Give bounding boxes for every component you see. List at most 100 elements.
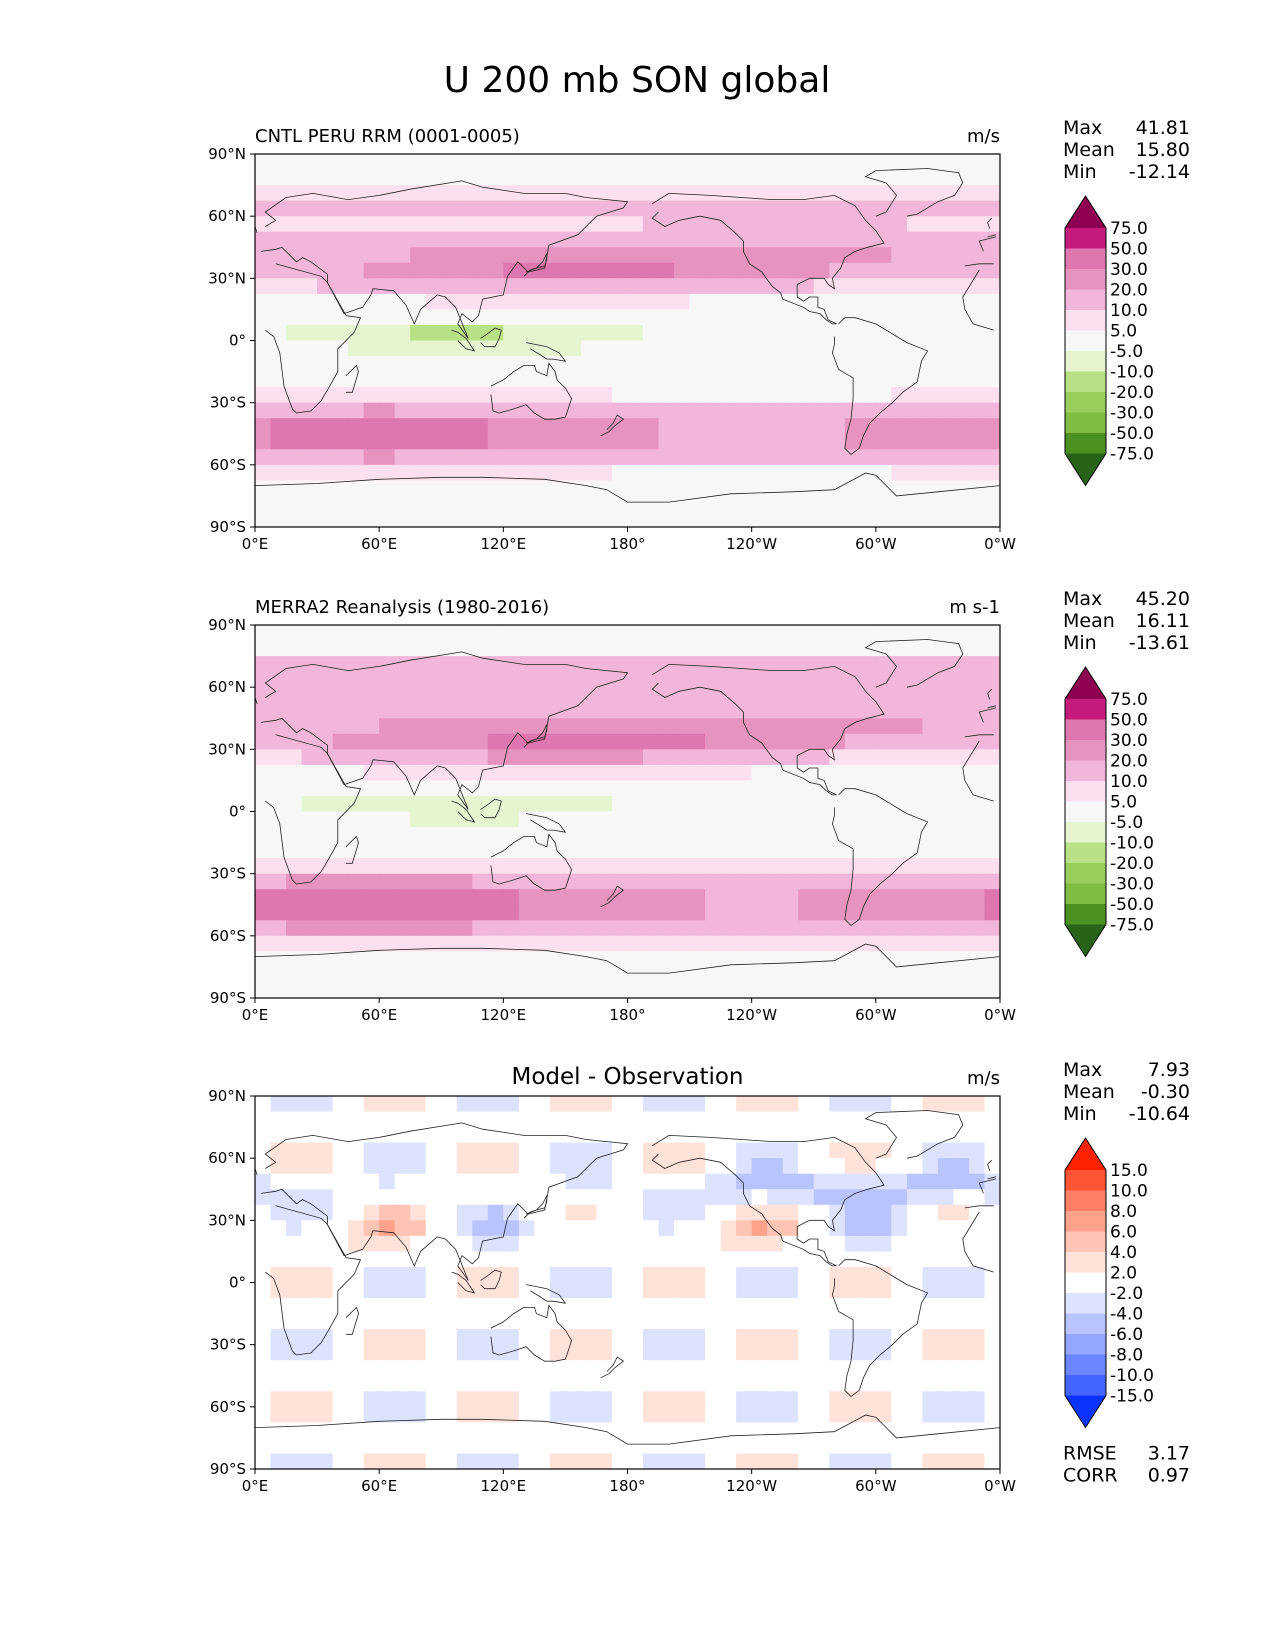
map-cell	[270, 873, 287, 890]
map-cell	[767, 247, 784, 264]
map-cell	[767, 1282, 784, 1299]
map-cell	[394, 1282, 411, 1299]
map-cell	[611, 1266, 629, 1284]
map-cell	[565, 262, 582, 279]
map-cell	[379, 920, 396, 937]
map-cell	[782, 1313, 799, 1330]
map-cell	[472, 764, 489, 782]
map-cell	[425, 702, 442, 719]
map-cell	[518, 625, 535, 642]
map-cell	[332, 154, 349, 171]
map-cell	[255, 966, 272, 984]
map-cell	[767, 733, 784, 750]
map-cell	[441, 966, 458, 984]
map-cell	[937, 1111, 955, 1128]
map-cell	[518, 1111, 535, 1128]
map-cell	[829, 656, 846, 673]
map-cell	[782, 1391, 799, 1408]
map-cell	[472, 154, 489, 171]
map-cell	[503, 1158, 520, 1175]
map-cell	[720, 920, 737, 937]
map-cell	[363, 811, 380, 828]
map-cell	[813, 1220, 830, 1237]
map-cell	[332, 262, 349, 279]
map-cell	[487, 387, 504, 404]
map-cell	[580, 1298, 598, 1315]
map-cell	[611, 418, 629, 435]
map-cell	[580, 449, 598, 466]
map-cell	[580, 495, 598, 513]
map-cell	[286, 1096, 303, 1113]
map-cell	[937, 811, 955, 828]
map-cell	[534, 1142, 551, 1159]
map-cell	[425, 1422, 442, 1439]
map-cell	[503, 1142, 520, 1159]
map-cell	[286, 247, 303, 264]
map-cell	[487, 1344, 504, 1361]
map-cell	[255, 309, 272, 326]
map-cell	[736, 247, 753, 264]
map-cell	[255, 687, 272, 704]
map-cell	[736, 1127, 753, 1144]
map-cell	[813, 1329, 830, 1346]
map-cell	[456, 200, 473, 217]
map-cell	[922, 982, 939, 998]
map-cell	[394, 1251, 411, 1268]
map-cell	[968, 625, 986, 642]
map-cell	[348, 718, 365, 735]
map-cell	[301, 464, 318, 481]
map-cell	[922, 811, 939, 828]
map-cell	[829, 449, 846, 466]
map-cell	[441, 1282, 458, 1299]
map-cell	[317, 749, 334, 766]
map-cell	[751, 935, 768, 952]
map-cell	[518, 464, 535, 481]
map-cell	[317, 402, 334, 419]
map-cell	[580, 418, 598, 435]
map-cell	[503, 764, 520, 782]
map-cell	[472, 247, 489, 264]
map-cell	[472, 951, 489, 968]
map-cell	[580, 278, 598, 295]
map-cell	[363, 1189, 380, 1206]
map-cell	[705, 278, 722, 295]
map-cell	[906, 231, 923, 248]
map-cell	[549, 200, 567, 217]
map-cell	[953, 185, 970, 202]
map-cell	[565, 780, 582, 797]
map-cell	[860, 1096, 877, 1113]
map-cell	[736, 780, 753, 797]
map-cell	[487, 873, 504, 890]
stat-label: Mean	[1063, 139, 1115, 161]
map-cell	[906, 951, 923, 968]
lon-tick-label: 60°W	[855, 535, 897, 553]
map-cell	[456, 480, 473, 497]
map-cell	[937, 371, 955, 388]
map-cell	[394, 1189, 411, 1206]
map-cell	[751, 247, 768, 264]
map-cell	[441, 371, 458, 388]
colorbar-label: -30.0	[1110, 404, 1154, 424]
map-cell	[255, 1313, 272, 1330]
map-cell	[255, 402, 272, 419]
map-cell	[782, 935, 799, 952]
map-cell	[394, 718, 411, 735]
map-cell	[736, 1158, 753, 1175]
map-cell	[782, 1127, 799, 1144]
map-cell	[270, 1437, 287, 1455]
map-cell	[984, 1096, 1000, 1113]
map-cell	[968, 656, 986, 673]
map-cell	[627, 293, 644, 311]
map-cell	[875, 671, 892, 688]
map-cell	[829, 1096, 846, 1113]
map-cell	[906, 185, 923, 202]
map-cell	[736, 873, 753, 890]
map-cell	[410, 1298, 427, 1315]
map-cell	[689, 640, 706, 657]
map-cell	[534, 340, 551, 357]
map-cell	[968, 749, 986, 766]
map-cell	[767, 671, 784, 688]
map-cell	[829, 764, 846, 782]
map-cell	[860, 1282, 877, 1299]
map-cell	[736, 154, 753, 171]
